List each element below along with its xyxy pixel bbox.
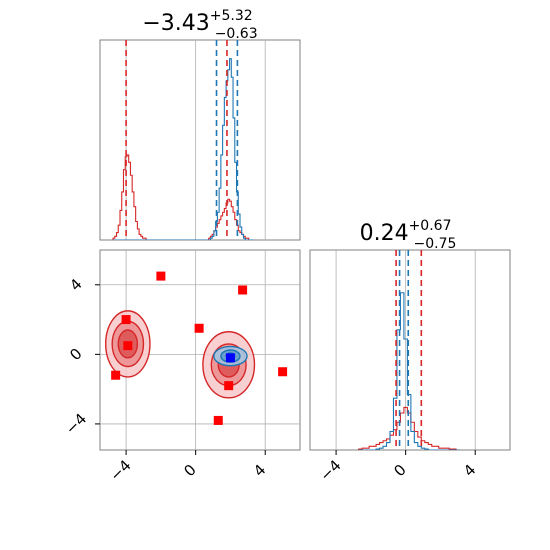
scatter-series [105, 271, 288, 425]
scatter-point-3 [156, 271, 166, 281]
hist-x2-series [358, 250, 460, 450]
scatter-point-1 [121, 315, 131, 325]
tick-label-x2-0: −4 [316, 456, 344, 484]
hist-x2-frame [309, 249, 511, 451]
scatter-point-4 [194, 323, 204, 333]
hist-x1-series [112, 40, 254, 240]
hist-x1-frame [99, 39, 301, 241]
title-x2-value: 0.24 [360, 221, 409, 246]
tick-label-x2-1: 0 [390, 461, 409, 480]
scatter-point-0 [111, 370, 121, 380]
hist-x2-blue-steps [358, 292, 460, 450]
tick-label-scatter-x-2: 4 [250, 461, 269, 480]
title-x1-value: −3.43 [142, 11, 209, 36]
tick-label-scatter-y-2: 4 [66, 275, 85, 294]
scatter-point-9 [225, 353, 235, 363]
title-x2: 0.24+0.67 −0.75 [360, 218, 457, 252]
tick-label-scatter-y-1: 0 [66, 345, 85, 364]
hist-x2-grid [335, 250, 476, 450]
hist-x1-panel [99, 39, 301, 241]
scatter-panel [99, 249, 301, 451]
scatter-point-5 [213, 415, 223, 425]
scatter-point-8 [278, 367, 288, 377]
title-x1: −3.43+5.32 −0.63 [142, 8, 257, 42]
tick-label-scatter-x-1: 0 [180, 461, 199, 480]
hist-x2-panel [309, 249, 511, 451]
tick-label-x2-2: 4 [460, 461, 479, 480]
scatter-point-6 [224, 381, 234, 391]
tick-label-scatter-x-0: −4 [106, 456, 134, 484]
scatter-point-7 [238, 285, 248, 295]
hist-x2-red-steps [358, 406, 460, 450]
title-x2-lower: −0.75 [413, 236, 456, 252]
title-x1-lower: −0.63 [215, 26, 258, 42]
title-x2-upper: +0.67 [409, 218, 452, 234]
tick-label-scatter-y-0: −4 [62, 410, 90, 438]
title-x1-upper: +5.32 [210, 8, 253, 24]
scatter-point-2 [123, 341, 133, 351]
hist-x1-blue-steps [113, 58, 254, 240]
